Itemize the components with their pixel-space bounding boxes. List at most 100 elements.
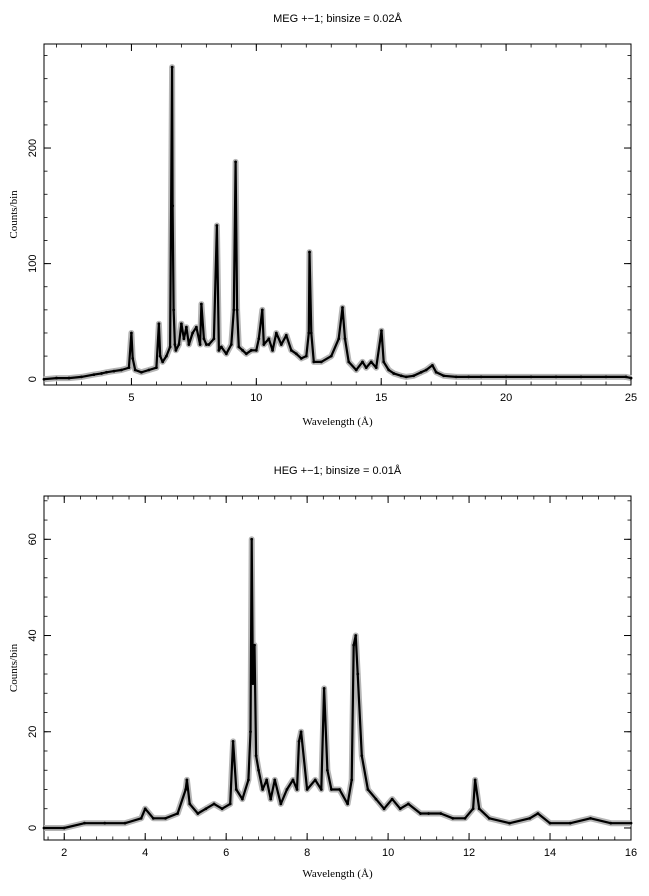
y-tick-label: 40 xyxy=(27,629,39,641)
data-point xyxy=(356,672,360,676)
x-tick-label: 8 xyxy=(304,847,310,859)
data-point xyxy=(529,375,533,379)
data-point xyxy=(354,634,358,637)
series-line xyxy=(44,538,631,830)
data-point xyxy=(308,250,311,254)
data-point xyxy=(176,812,179,815)
x-tick-label: 10 xyxy=(250,392,262,404)
data-point xyxy=(463,816,467,820)
data-point xyxy=(338,788,341,791)
data-point xyxy=(398,807,402,811)
data-point xyxy=(442,374,446,378)
data-point xyxy=(284,333,288,337)
data-point xyxy=(232,308,236,312)
data-point xyxy=(202,337,206,341)
data-point xyxy=(143,807,147,811)
data-point xyxy=(164,354,168,358)
data-point xyxy=(346,802,350,806)
data-point xyxy=(184,788,188,791)
data-point xyxy=(313,778,317,782)
x-tick-label: 5 xyxy=(128,392,134,404)
data-point xyxy=(170,65,174,69)
x-tick-label: 25 xyxy=(625,392,637,404)
data-point xyxy=(187,343,191,346)
data-point xyxy=(103,821,107,825)
data-point xyxy=(528,816,532,820)
chart-title: HEG +−1; binsize = 0.01Å xyxy=(274,464,402,477)
data-point xyxy=(404,375,408,379)
chart-panel-1: MEG +−1; binsize = 0.02Å 5 10 15 20 25 0 100 200… xyxy=(8,12,637,428)
data-point xyxy=(604,375,608,379)
data-point xyxy=(330,788,333,791)
data-point xyxy=(171,204,175,208)
data-point xyxy=(220,807,224,811)
data-point xyxy=(92,373,96,376)
data-point xyxy=(217,348,221,352)
data-point xyxy=(364,366,368,370)
data-point xyxy=(265,778,269,782)
data-point xyxy=(387,368,391,372)
data-point xyxy=(406,802,410,806)
chart-title: MEG +−1; binsize = 0.02Å xyxy=(273,12,402,25)
data-point xyxy=(271,348,274,352)
data-point xyxy=(294,352,298,356)
data-point xyxy=(229,343,233,346)
data-point xyxy=(427,812,430,815)
data-point xyxy=(439,812,443,815)
data-point xyxy=(319,360,323,364)
x-tick-label: 12 xyxy=(463,847,475,859)
data-point xyxy=(112,369,116,373)
data-point xyxy=(305,788,309,791)
x-tick-label: 10 xyxy=(382,847,394,859)
data-point xyxy=(477,807,481,811)
data-point xyxy=(251,682,255,686)
data-point xyxy=(42,377,46,381)
data-point xyxy=(164,816,167,820)
data-point xyxy=(224,352,228,356)
data-point xyxy=(257,337,261,341)
data-point xyxy=(548,821,552,825)
data-point xyxy=(67,376,71,380)
data-point xyxy=(133,368,137,372)
data-point xyxy=(261,788,265,791)
data-point xyxy=(237,345,241,349)
data-point xyxy=(234,160,237,164)
data-point xyxy=(244,352,248,356)
data-point xyxy=(185,778,189,782)
data-point xyxy=(157,322,161,326)
data-point xyxy=(479,375,483,379)
data-point xyxy=(262,343,266,346)
data-point xyxy=(62,826,66,830)
data-point xyxy=(254,754,258,758)
data-point xyxy=(434,370,438,374)
y-axis-label: Counts/bin xyxy=(8,643,20,692)
data-point xyxy=(354,368,358,372)
data-point xyxy=(431,363,434,367)
data-point xyxy=(151,816,155,820)
x-tick-label: 4 xyxy=(142,847,148,859)
x-tick-label: 15 xyxy=(375,392,387,404)
data-point xyxy=(212,802,216,806)
data-point xyxy=(253,643,256,647)
data-point xyxy=(380,329,383,333)
data-point xyxy=(307,331,311,335)
data-point xyxy=(382,360,386,364)
data-point xyxy=(247,778,250,782)
data-point xyxy=(350,778,354,782)
data-point xyxy=(260,308,264,312)
data-point xyxy=(471,807,475,811)
data-point xyxy=(312,360,316,364)
data-point xyxy=(369,360,373,364)
data-point xyxy=(80,375,83,379)
data-point xyxy=(174,348,178,352)
data-point xyxy=(257,768,260,772)
data-point xyxy=(424,368,428,372)
data-point xyxy=(249,730,252,734)
data-point xyxy=(579,375,583,379)
data-point xyxy=(184,325,188,329)
chart-panel-2: HEG +−1; binsize = 0.01Å 2 4 6 8 10 12 14 16 0 20 4… xyxy=(8,464,637,880)
data-point xyxy=(161,360,165,364)
data-point xyxy=(299,357,303,360)
